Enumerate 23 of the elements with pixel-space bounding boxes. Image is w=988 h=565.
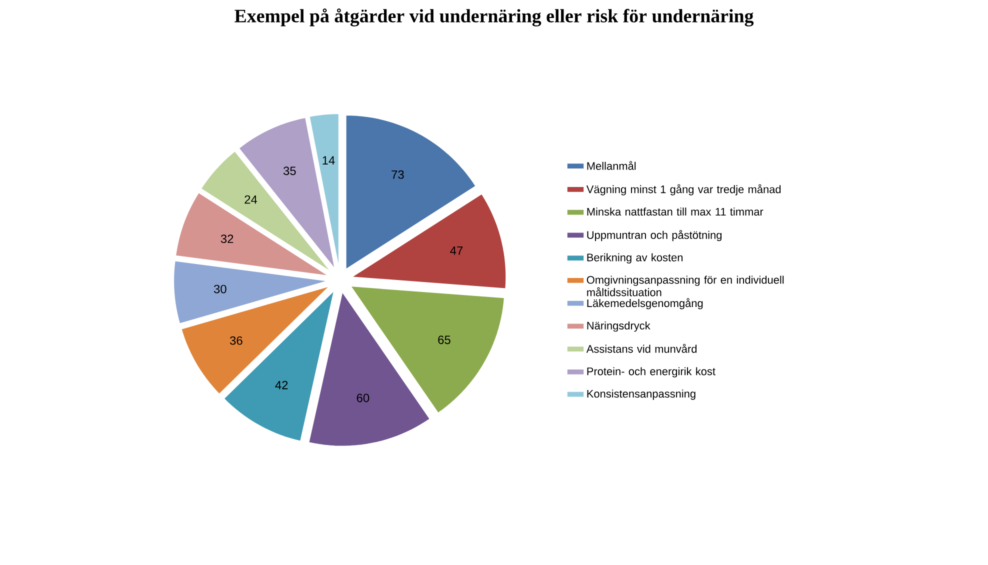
data-label: 65: [438, 336, 450, 344]
legend-label: Omgivningsanpassning för en individuell måltidssituation: [586, 276, 784, 296]
data-label: 42: [275, 380, 288, 390]
chart-title: Exempel på åtgärder vid undernäring eller risk för undernäring: [234, 8, 754, 26]
data-label: 47: [450, 246, 463, 255]
data-label: 32: [220, 234, 234, 244]
legend-label: Uppmuntran och påstötning: [587, 230, 722, 242]
legend-label: Näringsdryck: [587, 321, 650, 332]
legend-label: Vägning minst 1 gång var tredje månad: [586, 184, 781, 196]
legend-label: Läkemedelsgenomgång: [587, 298, 703, 310]
data-label: 73: [392, 170, 404, 179]
legend-label: Konsistensanpassning: [587, 390, 696, 400]
data-label: 36: [230, 336, 242, 345]
data-label: 30: [214, 284, 226, 294]
legend-label: Minska nattfastan till max 11 timmar: [587, 208, 764, 216]
data-label: 60: [356, 394, 370, 402]
data-label: 35: [283, 166, 296, 176]
legend-label: Berikning av kosten: [587, 253, 683, 264]
data-label: 14: [322, 156, 335, 164]
legend-label: Assistans vid munvård: [586, 344, 697, 353]
legend-label: Protein- och energirik kost: [587, 367, 716, 378]
legend-label: Mellanmål: [587, 160, 636, 170]
data-label: 24: [244, 195, 258, 204]
